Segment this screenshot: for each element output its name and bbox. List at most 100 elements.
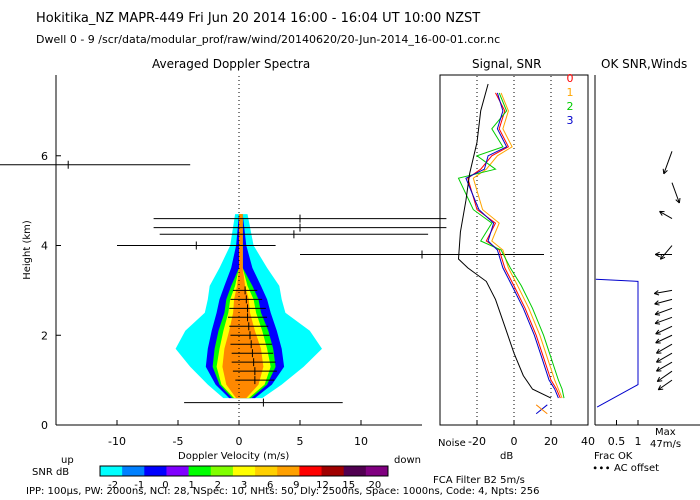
wind-arrow-head <box>655 338 660 344</box>
colorbar-swatch <box>321 466 345 476</box>
wind-arrow-head <box>659 254 663 260</box>
wind-arrow-head <box>663 170 668 175</box>
colorbar-swatch <box>100 466 123 476</box>
snr-db-label: SNR dB <box>32 467 70 478</box>
doppler-x-tick-label: -10 <box>108 435 126 448</box>
snr-xlabel: dB <box>500 451 514 462</box>
wind-arrow-head <box>654 319 659 324</box>
winds-panel: 0.5 1 <box>594 75 700 448</box>
header-line-2: Dwell 0 - 9 /scr/data/modular_prof/raw/w… <box>36 33 501 46</box>
max-speed-label: 47m/s <box>650 439 682 450</box>
doppler-y-tick-label: 0 <box>41 419 48 432</box>
frac-ok-line <box>595 278 639 408</box>
colorbar: -2 -1 0 1 2 3 6 9 12 15 20 <box>99 465 389 491</box>
colorbar-swatch <box>365 466 389 476</box>
wind-arrow <box>654 316 673 324</box>
snr-series-3 <box>465 92 559 399</box>
wind-arrow-head <box>658 388 664 391</box>
wind-arrow-head <box>654 293 660 296</box>
colorbar-swatch <box>166 466 190 476</box>
colorbar-swatch <box>210 466 234 476</box>
wind-arrow <box>656 352 673 363</box>
wind-arrow-head <box>654 310 659 315</box>
up-label: up <box>61 455 74 466</box>
colorbar-tick-label: 20 <box>369 480 382 491</box>
snr-x-tick-label: 0 <box>511 435 518 448</box>
wind-arrow <box>654 298 673 305</box>
wind-arrow-head <box>655 357 660 363</box>
doppler-ylabel: Height (km) <box>22 220 33 280</box>
winds-x-tick-label: 1 <box>635 435 642 448</box>
wind-arrow-head <box>655 322 661 325</box>
winds-panel-title: OK SNR,Winds <box>601 57 688 71</box>
colorbar-frame <box>99 465 389 477</box>
colorbar-tick-label: 12 <box>316 480 329 491</box>
footer-params: IPP: 100μs, PW: 2000ns, NCI: 28, NSpec: … <box>26 486 540 497</box>
wind-arrow <box>663 151 673 175</box>
doppler-y-tick-label: 6 <box>41 150 48 163</box>
doppler-y-tick-label: 4 <box>41 240 48 253</box>
wind-arrow <box>654 289 673 295</box>
wind-arrow <box>657 379 673 391</box>
colorbar-tick-label: 0 <box>162 480 168 491</box>
wind-arrow-head <box>657 380 663 382</box>
snr-x-tick-label: 20 <box>544 435 558 448</box>
colorbar-swatch <box>188 466 212 476</box>
doppler-xlabel: Doppler Velocity (m/s) <box>178 451 290 462</box>
doppler-panel-title: Averaged Doppler Spectra <box>152 57 311 71</box>
wind-arrow <box>656 370 673 382</box>
wind-arrow <box>655 334 673 344</box>
header-line-1: Hokitika_NZ MAPR-449 Fri Jun 20 2014 16:… <box>36 11 481 26</box>
wind-arrow-head <box>657 385 662 390</box>
colorbar-tick-label: 9 <box>293 480 299 491</box>
doppler-panel: -10 -5 0 5 10 0 2 4 6 Height (km) <box>0 75 544 448</box>
colorbar-tick-label: 1 <box>188 480 194 491</box>
colorbar-swatch <box>255 466 278 476</box>
colorbar-tick-label: 2 <box>215 480 221 491</box>
wind-arrow <box>660 245 673 260</box>
doppler-x-tick-label: 10 <box>354 435 368 448</box>
beam-legend-label: 2 <box>567 100 574 113</box>
doppler-x-tick-label: 0 <box>236 435 243 448</box>
snr-panel-title: Signal, SNR <box>472 57 542 71</box>
wind-arrow-head <box>678 197 681 204</box>
wind-arrow-head <box>655 329 660 335</box>
snr-series-0 <box>467 92 561 399</box>
down-label: down <box>394 455 421 466</box>
snr-series-noise <box>457 83 552 399</box>
wind-arrow-head <box>656 376 661 382</box>
beam-legend-label: 1 <box>567 86 574 99</box>
wind-arrow <box>671 182 680 204</box>
wind-arrow-head <box>654 254 660 258</box>
wind-arrow-head <box>659 211 663 216</box>
winds-xlabel: Frac OK <box>594 451 633 462</box>
wind-arrow <box>655 325 673 335</box>
colorbar-swatch <box>122 466 145 476</box>
wind-arrow-head <box>655 313 661 316</box>
wind-arrow <box>654 307 673 315</box>
fca-filter-label: FCA Filter B2 5m/s <box>433 475 525 486</box>
wind-arrow-head <box>654 303 660 306</box>
snr-series-1 <box>472 92 563 399</box>
wind-arrow-head <box>653 290 659 294</box>
beam-legend-label: 3 <box>567 114 574 127</box>
wind-arrow-head <box>654 300 659 305</box>
colorbar-tick-label: -1 <box>134 480 144 491</box>
winds-x-tick-label: 0.5 <box>608 435 626 448</box>
wind-arrow <box>656 361 673 372</box>
doppler-y-tick-label: 2 <box>41 329 48 342</box>
spectrum-layer-4 <box>222 214 264 399</box>
max-label: Max <box>655 427 676 438</box>
beam-legend-label: 0 <box>567 72 574 85</box>
colorbar-swatch <box>299 466 323 476</box>
wind-arrow-head <box>660 256 666 260</box>
noise-marker <box>535 404 548 415</box>
noise-label: Noise <box>438 438 466 449</box>
wind-arrow-head <box>675 199 680 204</box>
colorbar-swatch <box>343 466 367 476</box>
colorbar-tick-label: -2 <box>108 480 118 491</box>
colorbar-swatch <box>232 466 256 476</box>
colorbar-swatch <box>144 466 167 476</box>
